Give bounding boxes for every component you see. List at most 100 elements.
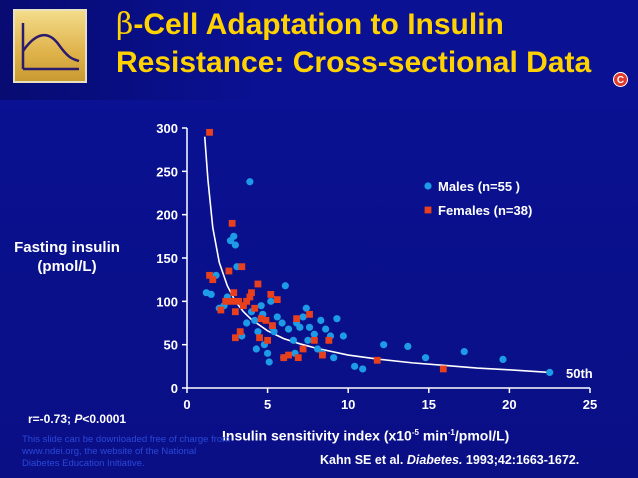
- ndei-logo: [13, 9, 87, 83]
- male-data-point: [380, 341, 388, 349]
- female-data-point: [238, 263, 246, 271]
- female-data-point: [373, 356, 381, 364]
- y-tick-label: 300: [156, 121, 178, 136]
- x-axis-label-main: Insulin sensitivity index (x10: [222, 427, 412, 444]
- female-data-point: [294, 354, 302, 362]
- female-data-point: [306, 310, 313, 318]
- y-tick-label: 50: [164, 338, 178, 353]
- legend-male-marker: [424, 182, 432, 190]
- title-line1: -Cell Adaptation to Insulin: [133, 8, 504, 41]
- page-title: β-Cell Adaptation to Insulin Resistance:…: [116, 6, 631, 82]
- female-data-point: [217, 306, 225, 314]
- male-data-point: [270, 328, 278, 336]
- correlation-stat: r=-0.73; P<0.0001: [28, 412, 126, 426]
- stat-r: r=-0.73;: [28, 412, 75, 426]
- male-data-point: [546, 368, 554, 376]
- citation-authors: Kahn SE et al.: [320, 453, 407, 467]
- chart-legend: Males (n=55 ) Females (n=38): [424, 179, 532, 218]
- female-data-point: [235, 297, 242, 305]
- female-data-point: [246, 293, 254, 301]
- y-tick-label: 150: [156, 251, 178, 266]
- female-data-point: [269, 322, 276, 329]
- male-data-point: [231, 241, 239, 249]
- section-badge: C: [613, 72, 628, 87]
- legend-female-marker: [424, 206, 432, 214]
- female-data-point: [325, 336, 333, 344]
- female-data-point: [254, 280, 262, 288]
- citation-journal: Diabetes.: [406, 453, 463, 467]
- male-data-point: [302, 304, 310, 312]
- male-data-point: [252, 345, 260, 353]
- female-data-point: [256, 334, 263, 342]
- male-data-point: [281, 282, 289, 290]
- male-data-point: [289, 336, 297, 344]
- x-axis-label-end: /pmol/L): [454, 427, 510, 444]
- male-data-point: [404, 342, 412, 350]
- male-data-point: [351, 362, 359, 370]
- female-data-point: [222, 297, 230, 305]
- male-data-point: [246, 178, 254, 186]
- male-data-point: [265, 358, 273, 366]
- female-data-point: [267, 291, 275, 298]
- title-line2: Resistance: Cross-sectional Data: [116, 46, 592, 79]
- stat-p-label: P: [74, 412, 83, 426]
- percentile-curve-label: 50th: [566, 366, 593, 381]
- y-axis-label: Fasting insulin (pmol/L): [8, 238, 126, 276]
- male-data-point: [460, 348, 468, 356]
- female-data-point: [293, 315, 301, 323]
- male-data-point: [254, 328, 262, 336]
- female-data-point: [209, 276, 217, 284]
- logo-curve-icon: [21, 23, 80, 71]
- female-data-point: [251, 304, 259, 312]
- male-data-point: [313, 345, 322, 353]
- male-data-point: [317, 316, 325, 324]
- male-data-point: [257, 302, 265, 310]
- x-axis-label-mid: min: [418, 427, 448, 444]
- male-data-point: [243, 319, 251, 327]
- x-tick-label: 25: [583, 397, 597, 412]
- female-data-point: [206, 128, 213, 136]
- male-data-point: [499, 355, 507, 363]
- male-data-point: [333, 315, 341, 323]
- male-data-point: [264, 349, 272, 357]
- citation: Kahn SE et al. Diabetes. 1993;42:1663-16…: [320, 453, 632, 467]
- legend-label: Females (n=38): [438, 203, 532, 218]
- female-data-point: [262, 317, 270, 324]
- y-axis-label-line1: Fasting insulin: [14, 239, 120, 256]
- male-data-point: [305, 323, 314, 331]
- female-data-point: [310, 336, 318, 344]
- percentile-curve-line: [203, 136, 550, 374]
- male-data-point: [330, 354, 338, 362]
- male-data-point: [421, 354, 430, 362]
- female-data-point: [228, 219, 236, 227]
- female-data-point: [273, 296, 281, 303]
- title-beta: β: [116, 7, 134, 42]
- y-tick-label: 250: [156, 164, 178, 179]
- male-data-point: [339, 332, 347, 340]
- male-data-point: [299, 313, 307, 321]
- x-tick-label: 15: [422, 397, 436, 412]
- female-data-point: [225, 267, 233, 275]
- female-data-point: [280, 354, 288, 362]
- female-data-point: [264, 336, 271, 344]
- male-data-point: [267, 297, 275, 305]
- female-data-point: [439, 365, 447, 373]
- female-data-point: [319, 351, 326, 359]
- male-data-point: [304, 336, 312, 344]
- female-data-point: [230, 289, 238, 297]
- male-data-point: [251, 316, 259, 324]
- female-data-point: [240, 302, 247, 310]
- y-tick-label: 200: [156, 208, 178, 223]
- male-data-point: [278, 319, 286, 327]
- header-band: [0, 0, 638, 100]
- chart-axes: 0 50 100 150 200 250 300 0 5 10 15 20 25: [156, 121, 597, 412]
- male-data-point: [322, 325, 330, 333]
- female-data-point: [236, 328, 244, 336]
- male-data-point: [230, 232, 238, 240]
- data-points: [202, 128, 554, 376]
- x-tick-label: 0: [183, 397, 190, 412]
- male-data-point: [207, 290, 215, 298]
- y-axis-label-line2: (pmol/L): [37, 258, 97, 275]
- y-tick-label: 0: [171, 381, 178, 396]
